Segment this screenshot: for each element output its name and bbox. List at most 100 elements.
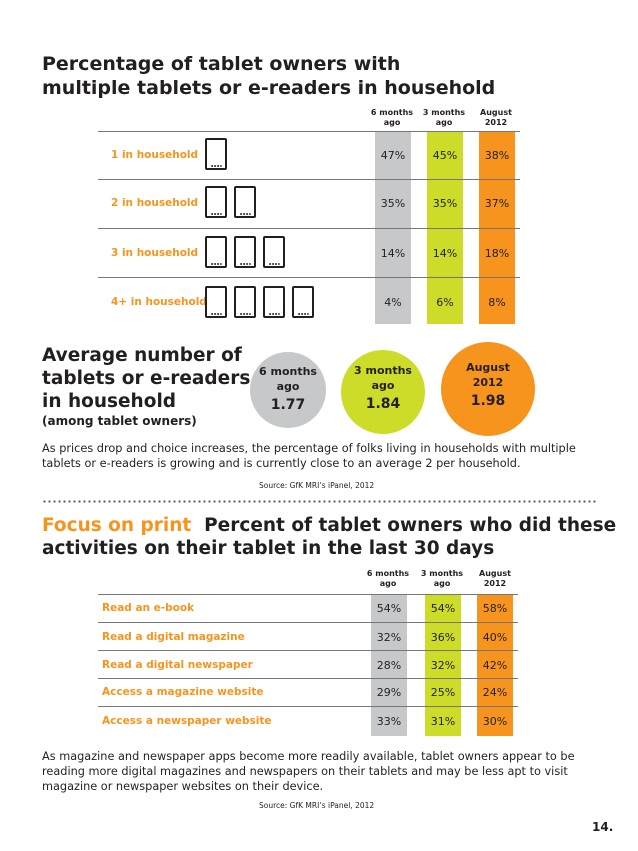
s2-row-label: Access a magazine website (102, 686, 264, 698)
s1-col-header-6-months-line2: ago (383, 118, 401, 127)
s1-cell-6-months: 47% (380, 149, 406, 162)
dotted-divider (42, 500, 598, 503)
section2-source: Source: GfK MRI’s iPanel, 2012 (259, 801, 375, 810)
section2-paragraph-line1: As magazine and newspaper apps become mo… (42, 750, 575, 763)
s1-bar-6-months (375, 131, 411, 324)
s1-rule-0 (98, 131, 520, 132)
s1-bar-3-months (427, 131, 463, 324)
s1-cell-august: 18% (484, 247, 510, 260)
tablet-icon (234, 236, 256, 268)
section1-title-line1: Percentage of tablet owners with (42, 53, 401, 75)
s1-cell-3-months: 6% (436, 296, 454, 309)
section2-title: Focus on print Percent of tablet owners … (42, 514, 616, 560)
average-title: Average number of tablets or e-readers i… (42, 344, 250, 413)
average-circle-3-months: 3 months ago 1.84 (341, 350, 425, 434)
s1-rule-2 (98, 228, 520, 229)
s1-cell-3-months: 14% (432, 247, 458, 260)
circle-label-line2: 2012 (472, 376, 504, 389)
s2-cell-6-months: 28% (376, 659, 402, 672)
s2-rule-4 (98, 706, 518, 707)
s1-cell-august: 37% (484, 197, 510, 210)
s1-rule-3 (98, 277, 520, 278)
tablet-icon (292, 286, 314, 318)
s2-col-header-3-months-line1: 3 months (420, 569, 464, 578)
s2-cell-3-months: 31% (430, 715, 456, 728)
page-number: 14. (592, 820, 614, 834)
average-title-line3: in household (42, 391, 177, 412)
average-subtitle: (among tablet owners) (42, 414, 197, 428)
s1-col-header-3-months: 3 months ago (418, 108, 470, 128)
section2-paragraph: As magazine and newspaper apps become mo… (42, 749, 575, 794)
s2-bar-3-months (425, 594, 461, 736)
s1-col-header-3-months-line1: 3 months (422, 108, 466, 117)
tablet-icon (234, 186, 256, 218)
average-source: Source: GfK MRI’s iPanel, 2012 (259, 481, 375, 490)
s1-cell-august: 38% (484, 149, 510, 162)
s2-col-header-6-months: 6 months ago (362, 569, 414, 589)
s2-row-magazine-website: Access a magazine website 29% 25% 24% (0, 678, 638, 706)
s1-rule-1 (98, 179, 520, 180)
s2-rule-0 (98, 594, 518, 595)
s2-row-label: Access a newspaper website (102, 715, 272, 727)
s1-row-3: 3 in household 14% 14% 18% (0, 228, 638, 277)
s1-col-header-6-months: 6 months ago (366, 108, 418, 128)
section1-title: Percentage of tablet owners with multipl… (42, 52, 495, 100)
s1-cell-6-months: 4% (384, 296, 402, 309)
average-title-line1: Average number of (42, 345, 242, 366)
section1-title-line2: multiple tablets or e-readers in househo… (42, 77, 496, 99)
s2-cell-august: 40% (482, 631, 508, 644)
section2-paragraph-line2: reading more digital magazines and newsp… (42, 765, 568, 778)
s2-row-newspaper-website: Access a newspaper website 33% 31% 30% (0, 706, 638, 736)
s1-col-header-6-months-line1: 6 months (370, 108, 414, 117)
s2-cell-3-months: 25% (430, 686, 456, 699)
s1-col-header-3-months-line2: ago (435, 118, 453, 127)
circle-value: 1.77 (270, 397, 306, 413)
s2-col-header-6-months-line2: ago (379, 579, 397, 588)
s2-col-header-3-months: 3 months ago (416, 569, 468, 589)
s2-cell-3-months: 54% (430, 602, 456, 615)
tablet-icon (205, 236, 227, 268)
s2-bar-august (477, 594, 513, 736)
s2-col-header-august: August 2012 (469, 569, 521, 589)
circle-label-line2: ago (371, 379, 395, 392)
s2-row-digital-newspaper: Read a digital newspaper 28% 32% 42% (0, 650, 638, 678)
s2-cell-august: 58% (482, 602, 508, 615)
s1-cell-6-months: 35% (380, 197, 406, 210)
s1-cell-august: 8% (488, 296, 506, 309)
s1-row-4: 4+ in household 4% 6% 8% (0, 277, 638, 324)
s1-row-label: 3 in household (111, 247, 199, 259)
s1-row-2: 2 in household 35% 35% 37% (0, 179, 638, 228)
section2-title-line2: activities on their tablet in the last 3… (42, 538, 495, 559)
s2-cell-6-months: 54% (376, 602, 402, 615)
circle-label-line1: 3 months (354, 364, 412, 377)
circle-value: 1.98 (470, 393, 506, 409)
s2-col-header-august-line2: 2012 (483, 579, 507, 588)
s2-row-label: Read a digital magazine (102, 631, 245, 643)
s2-rule-3 (98, 678, 518, 679)
average-circle-6-months: 6 months ago 1.77 (250, 352, 326, 428)
circle-label-line2: ago (276, 380, 300, 393)
average-paragraph-line1: As prices drop and choice increases, the… (42, 442, 576, 455)
s2-row-digital-magazine: Read a digital magazine 32% 36% 40% (0, 622, 638, 650)
average-circle-august: August 2012 1.98 (441, 342, 535, 436)
s1-col-header-august-line2: 2012 (484, 118, 508, 127)
circle-label-line1: August (466, 361, 510, 374)
tablet-icon (205, 138, 227, 170)
s2-bar-6-months (371, 594, 407, 736)
tablet-icon (263, 236, 285, 268)
average-paragraph-line2: tablets or e-readers is growing and is c… (42, 457, 521, 470)
tablet-icon (205, 286, 227, 318)
s2-col-header-august-line1: August (479, 569, 511, 578)
s2-rule-2 (98, 650, 518, 651)
s1-row-label: 2 in household (111, 197, 199, 209)
circle-label-line1: 6 months (259, 365, 317, 378)
s2-row-label: Read a digital newspaper (102, 659, 253, 671)
s2-col-header-6-months-line1: 6 months (366, 569, 410, 578)
s2-cell-august: 42% (482, 659, 508, 672)
section2-title-rest: Percent of tablet owners who did these (204, 515, 617, 536)
s2-rule-1 (98, 622, 518, 623)
s2-cell-6-months: 29% (376, 686, 402, 699)
s2-cell-august: 24% (482, 686, 508, 699)
s1-cell-6-months: 14% (380, 247, 406, 260)
circle-value: 1.84 (365, 396, 401, 412)
